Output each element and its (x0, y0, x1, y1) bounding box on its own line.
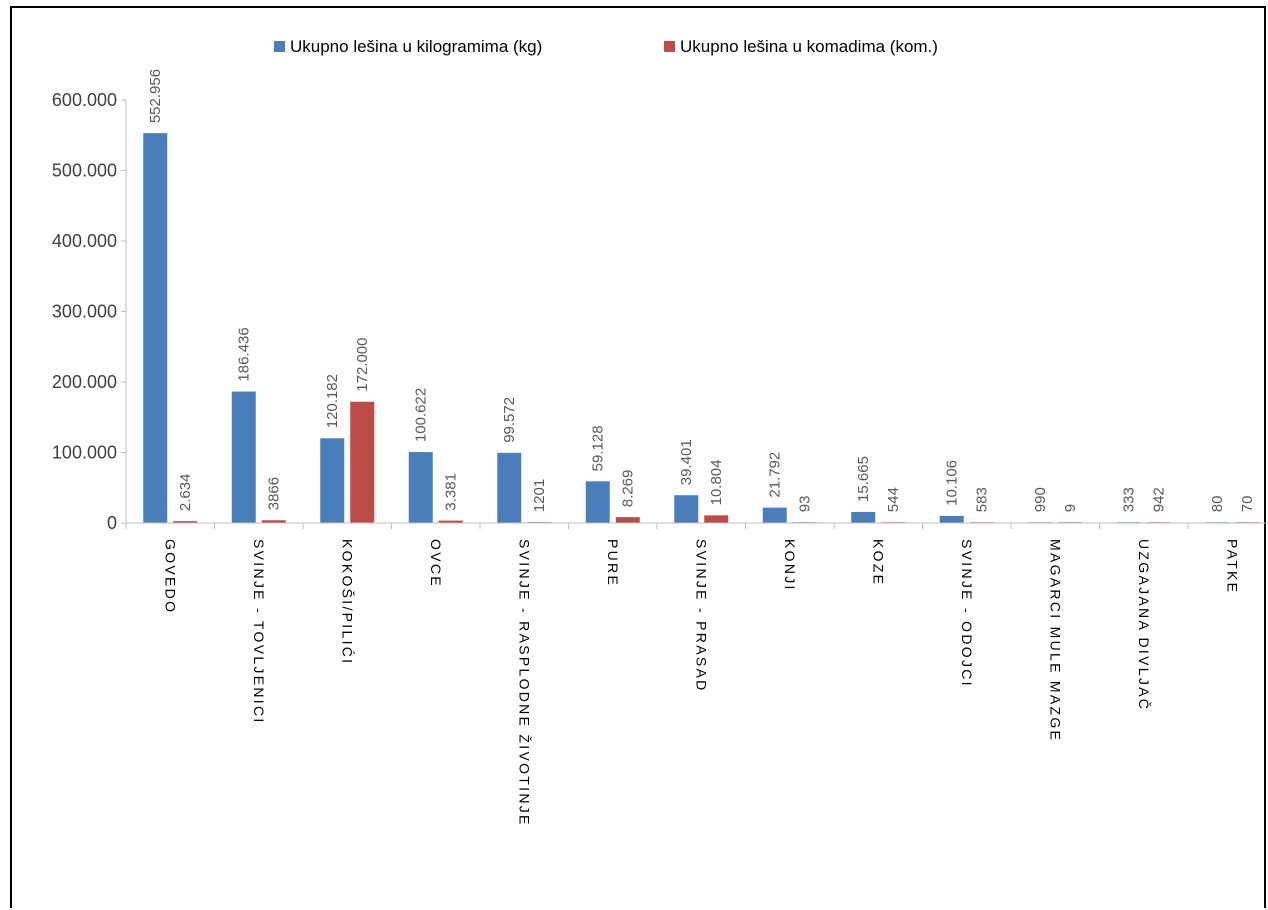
data-label-kom-2: 172.000 (354, 338, 371, 392)
bar-kg-1 (231, 391, 256, 523)
category-label: SVINJE - TOVLJENICI (251, 539, 267, 725)
bar-kg-0 (143, 133, 168, 523)
data-label-kom-3: 3.381 (443, 473, 460, 511)
legend-label-1: Ukupno lešina u komadima (kom.) (680, 37, 938, 56)
data-label-kg-6: 39.401 (678, 439, 695, 485)
category-label: KONJI (782, 539, 798, 592)
data-label-kom-6: 10.804 (708, 459, 725, 505)
category-label: OVCE (428, 539, 444, 588)
bar-kg-8 (851, 511, 876, 523)
category-label: SVINJE - ODOJCI (959, 539, 975, 688)
bar-kg-2 (320, 438, 345, 523)
category-label: PATKE (1224, 539, 1240, 594)
category-label: MAGARCI MULE MAZGE (1047, 539, 1063, 742)
data-label-kom-4: 1201 (531, 479, 548, 512)
y-axis: 0 100.000 200.000 300.000 400.000 500.000 600.… (52, 90, 127, 533)
y-tick-label: 500.000 (52, 161, 117, 181)
data-label-kg-10: 990 (1032, 487, 1049, 512)
data-label-kg-0: 552.956 (147, 69, 164, 123)
y-tick-label: 0 (107, 513, 117, 533)
bar-kom-1 (261, 520, 286, 523)
y-tick-label: 300.000 (52, 302, 117, 322)
data-label-kom-5: 8.269 (620, 470, 637, 508)
legend-swatch-0 (274, 41, 285, 52)
data-label-kom-11: 942 (1151, 487, 1168, 512)
data-label-kom-8: 544 (885, 487, 902, 512)
data-label-kom-1: 3866 (266, 477, 283, 510)
legend-swatch-1 (664, 41, 675, 52)
y-tick-label: 600.000 (52, 90, 117, 110)
data-label-kg-12: 80 (1209, 496, 1226, 513)
bar-kg-9 (939, 515, 964, 523)
category-label: GOVEDO (162, 539, 178, 614)
category-label: PURE (605, 539, 621, 587)
data-label-kom-10: 9 (1062, 504, 1079, 512)
bar-kom-6 (704, 515, 729, 523)
y-tick-label: 400.000 (52, 231, 117, 251)
data-label-kom-12: 70 (1239, 496, 1256, 513)
category-label: SVINJE - PRASAD (693, 539, 709, 693)
y-tick-label: 100.000 (52, 443, 117, 463)
category-label: KOKOŠI/PILIĆI (339, 539, 355, 665)
bar-kom-2 (350, 401, 375, 523)
category-label: SVINJE - RASPLODNE ŽIVOTINJE (516, 539, 532, 827)
data-label-kg-9: 10.106 (944, 460, 961, 506)
bar-kom-5 (615, 517, 640, 523)
category-label: UZGAJANA DIVLJAČ (1136, 539, 1152, 711)
bar-kg-5 (585, 481, 610, 523)
data-label-kom-0: 2.634 (177, 474, 194, 512)
category-label: KOZE (870, 539, 886, 586)
bar-kg-7 (762, 507, 787, 523)
bar-kom-3 (438, 520, 463, 523)
data-label-kg-8: 15.665 (855, 456, 872, 502)
data-label-kg-2: 120.182 (324, 374, 341, 428)
legend-label-0: Ukupno lešina u kilogramima (kg) (290, 37, 542, 56)
data-label-kg-3: 100.622 (413, 388, 430, 442)
bar-chart: Ukupno lešina u kilogramima (kg) Ukupno l… (52, 37, 1268, 827)
y-tick-label: 200.000 (52, 372, 117, 392)
chart-frame: Ukupno lešina u kilogramima (kg) Ukupno l… (10, 6, 1268, 908)
data-label-kom-9: 583 (974, 487, 991, 512)
bar-kg-6 (674, 495, 699, 523)
data-label-kg-7: 21.792 (767, 452, 784, 498)
bar-kg-4 (497, 452, 522, 523)
x-axis: GOVEDO SVINJE - TOVLJENICI KOKOŠI/PILIĆI OV… (125, 522, 1268, 827)
data-label-kg-1: 186.436 (236, 327, 253, 381)
legend: Ukupno lešina u kilogramima (kg) Ukupno l… (274, 37, 938, 56)
bars: 552.956 2.634 186.436 3866 120.182 172.000 100… (143, 69, 1260, 523)
data-label-kg-11: 333 (1121, 487, 1138, 512)
bar-kom-0 (173, 521, 198, 523)
data-label-kg-4: 99.572 (501, 397, 518, 443)
data-label-kg-5: 59.128 (590, 425, 607, 471)
bar-kg-3 (408, 452, 433, 523)
data-label-kom-7: 93 (797, 496, 814, 513)
